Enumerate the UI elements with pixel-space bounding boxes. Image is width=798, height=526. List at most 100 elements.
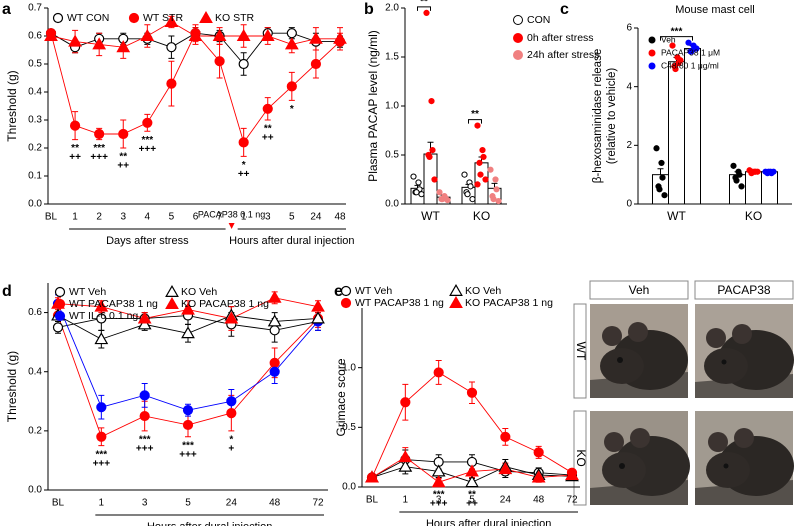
marker — [182, 405, 194, 416]
y-axis-label: Grimace score — [334, 358, 348, 436]
legend-marker — [165, 296, 179, 309]
significance-label: +++ — [179, 449, 197, 460]
data-point — [492, 176, 499, 183]
data-point — [482, 176, 489, 183]
data-point — [487, 166, 494, 173]
y-tick-label: 0.0 — [342, 482, 356, 493]
row-box — [573, 410, 587, 506]
marker — [118, 128, 129, 140]
marker — [238, 58, 249, 70]
bar — [745, 171, 762, 205]
significance-label: ++ — [69, 152, 81, 163]
data-point — [464, 191, 471, 198]
data-point — [418, 191, 425, 198]
marker — [164, 14, 179, 27]
data-point — [439, 196, 446, 203]
y-tick-label: 0.2 — [28, 425, 42, 436]
y-tick-label: 0 — [626, 199, 632, 210]
legend-label: KO PACAP38 1 ng — [181, 298, 269, 310]
marker — [398, 450, 413, 463]
event-arrow — [228, 223, 235, 229]
legend-label: KO Veh — [465, 285, 501, 297]
data-point — [693, 45, 700, 52]
data-point — [413, 189, 420, 196]
y-tick-label: 1.5 — [385, 52, 399, 63]
significance-label: +++ — [139, 144, 157, 155]
y-tick-label: 6 — [626, 23, 632, 34]
legend-label: KO PACAP38 1 ng — [465, 297, 553, 309]
photo-panel: Veh PACAP38 WT KO — [573, 280, 794, 506]
legend-label: CON — [527, 14, 550, 26]
significance-label: + — [228, 443, 234, 454]
data-point — [677, 57, 684, 64]
x-tick-label: 3 — [265, 212, 271, 223]
marker — [226, 408, 237, 419]
bar — [684, 48, 701, 205]
data-point — [415, 179, 422, 186]
marker — [398, 459, 413, 472]
marker — [188, 28, 203, 41]
data-point — [429, 147, 436, 154]
x-tick-label: 7 — [217, 212, 223, 223]
y-tick-label: 4 — [626, 81, 632, 92]
bar — [761, 171, 778, 205]
y-axis-label: Threshold (g) — [5, 70, 19, 141]
significance-label: +++ — [93, 458, 111, 469]
marker — [267, 314, 282, 327]
legend-label: WT Veh — [69, 286, 106, 298]
legend-marker — [513, 33, 523, 43]
y-axis-label: Plasma PACAP level (ng/ml) — [366, 30, 380, 182]
y-tick-label: 0.7 — [28, 3, 42, 14]
marker — [311, 299, 325, 312]
data-point — [480, 153, 487, 161]
legend-marker — [513, 50, 523, 60]
marker — [181, 326, 195, 339]
data-point — [428, 98, 435, 105]
significance-label: *** — [141, 135, 153, 146]
y-tick-label: 1.0 — [342, 362, 356, 373]
y-tick-label: 0.6 — [28, 31, 42, 42]
x-tick-label: 5 — [469, 495, 475, 506]
data-point — [431, 176, 438, 183]
significance-label: +++ — [136, 443, 154, 454]
significance-label: ** — [468, 489, 476, 500]
x-tick-label: 1 — [72, 212, 78, 223]
marker — [310, 58, 322, 70]
significance-label: * — [242, 160, 246, 171]
x-tick-label: BL — [366, 495, 379, 506]
marker — [238, 137, 249, 148]
marker — [94, 128, 105, 140]
marker — [433, 367, 444, 378]
data-point — [736, 171, 743, 178]
significance-label: *** — [93, 143, 105, 154]
data-point — [658, 159, 665, 167]
marker — [286, 81, 297, 92]
data-point — [765, 168, 772, 175]
y-tick-label: 0.5 — [342, 422, 356, 433]
data-point — [469, 196, 476, 203]
x-tick-label: 6 — [193, 212, 199, 223]
x-tick-label: 5 — [185, 498, 191, 509]
y-tick-label: 0.4 — [28, 87, 42, 98]
marker — [224, 311, 239, 324]
marker — [269, 366, 280, 377]
data-point — [426, 153, 433, 161]
significance-label: ** — [264, 124, 272, 135]
data-point — [493, 186, 500, 193]
photo — [695, 304, 794, 398]
marker — [139, 410, 150, 422]
y-tick-label: 0.0 — [385, 199, 399, 210]
photo — [590, 411, 690, 505]
legend-marker — [165, 284, 179, 297]
marker — [137, 317, 152, 330]
marker — [94, 332, 109, 345]
marker — [400, 397, 411, 408]
bar — [668, 61, 685, 205]
data-point — [490, 196, 497, 203]
marker — [286, 28, 297, 39]
x-group-label: Hours after dural injection — [229, 235, 354, 247]
x-group-label: Hours after dural injection — [147, 521, 272, 526]
significance-label: ++ — [262, 133, 274, 144]
data-point — [661, 192, 668, 199]
